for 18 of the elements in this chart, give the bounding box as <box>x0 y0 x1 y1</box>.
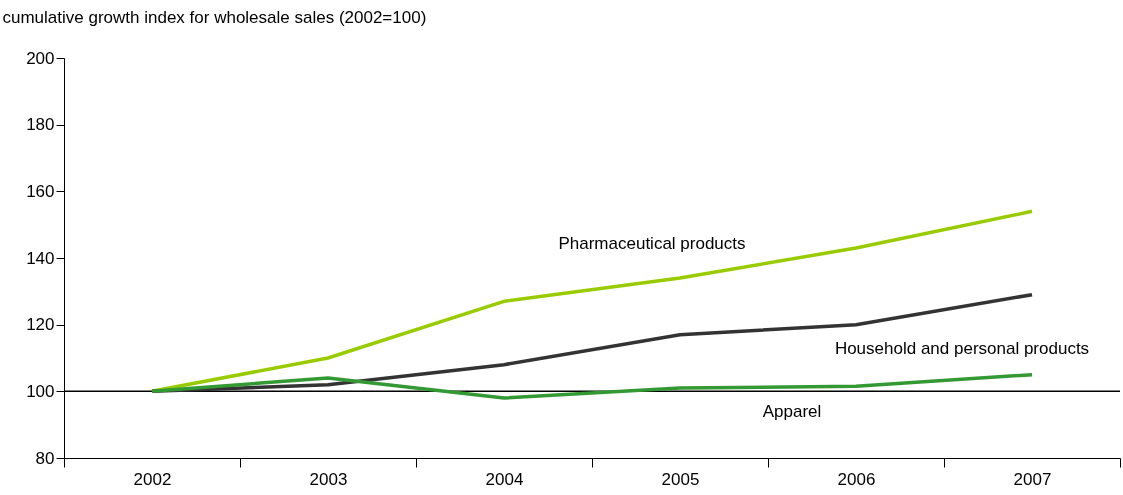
x-tick-label: 2007 <box>1013 469 1052 489</box>
series-label: Pharmaceutical products <box>558 234 746 253</box>
x-tick-label: 2002 <box>133 469 172 489</box>
series-label: Apparel <box>762 402 822 421</box>
x-tick-label: 2004 <box>485 469 524 489</box>
x-tick-label: 2003 <box>309 469 348 489</box>
y-tick-label: 100 <box>26 381 55 401</box>
y-tick-label: 120 <box>26 315 55 335</box>
y-tick-label: 140 <box>26 248 55 268</box>
x-tick-label: 2006 <box>837 469 876 489</box>
x-tick-label: 2005 <box>661 469 700 489</box>
series-label: Household and personal products <box>834 338 1090 358</box>
y-tick-label: 200 <box>26 48 55 68</box>
y-tick-label: 180 <box>26 115 55 135</box>
y-axis-title: cumulative growth index for wholesale sales (2002=100) <box>2 7 427 27</box>
y-tick-label: 80 <box>35 448 55 468</box>
y-tick-label: 160 <box>26 181 55 201</box>
line-series <box>150 372 1034 400</box>
